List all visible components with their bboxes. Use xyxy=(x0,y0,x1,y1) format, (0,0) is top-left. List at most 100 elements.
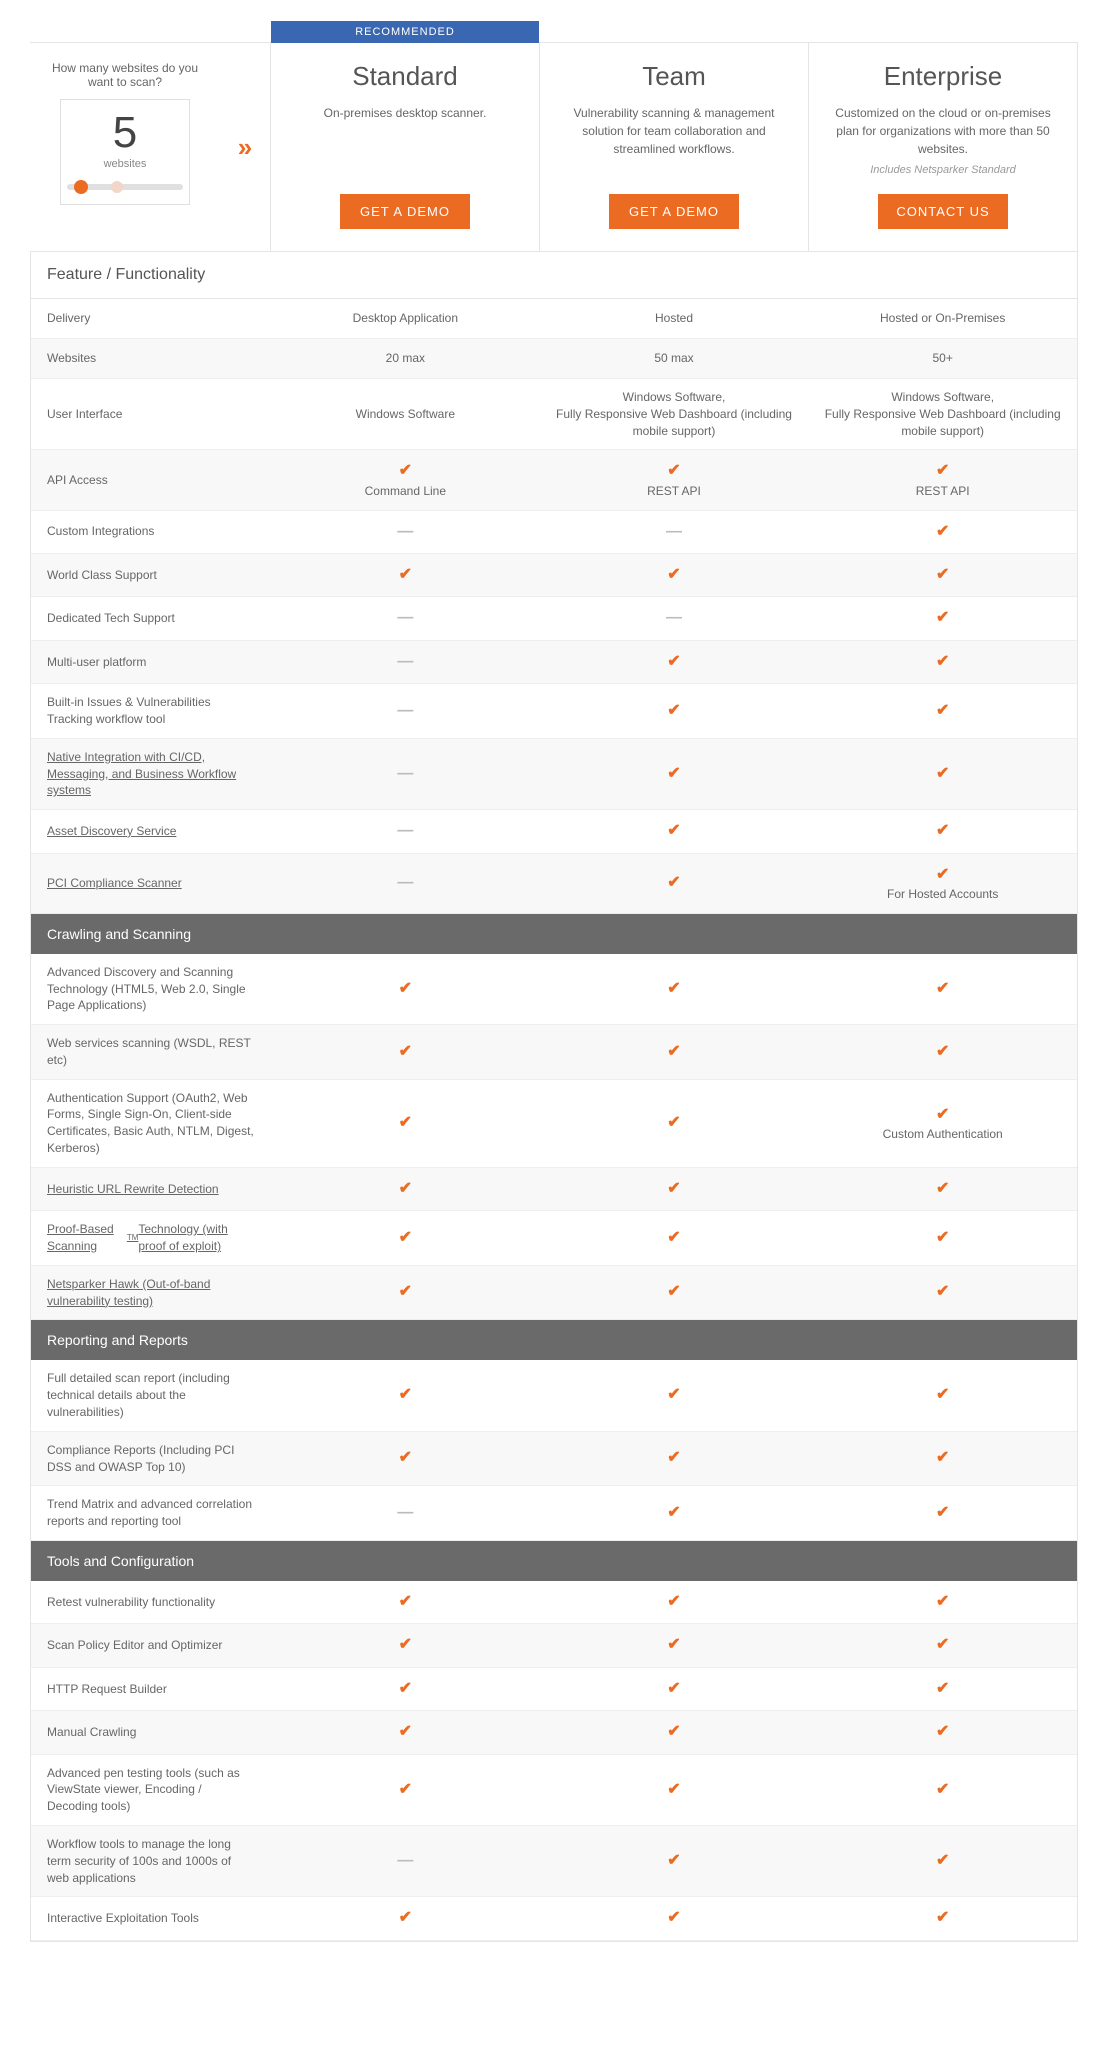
feature-cell: ✔ xyxy=(808,1897,1077,1939)
cell-text: 20 max xyxy=(386,350,425,367)
table-row: Web services scanning (WSDL, REST etc)✔✔… xyxy=(31,1025,1077,1080)
table-row: Full detailed scan report (including tec… xyxy=(31,1360,1077,1431)
feature-cell: ✔ xyxy=(808,1755,1077,1825)
check-icon: ✔ xyxy=(399,1384,412,1406)
plan-desc: On-premises desktop scanner. xyxy=(295,104,515,176)
cell-text: Custom Authentication xyxy=(883,1126,1003,1143)
check-icon: ✔ xyxy=(667,700,680,722)
feature-label[interactable]: Netsparker Hawk (Out-of-band vulnerabili… xyxy=(31,1266,271,1320)
cell-text: For Hosted Accounts xyxy=(887,886,998,903)
feature-cell: ✔ xyxy=(540,1624,809,1666)
check-icon: ✔ xyxy=(399,1178,412,1200)
feature-label[interactable]: PCI Compliance Scanner xyxy=(31,854,271,913)
feature-cell: ✔ xyxy=(271,1432,540,1486)
feature-cell: — xyxy=(540,511,809,553)
check-icon: ✔ xyxy=(936,1041,949,1063)
feature-cell: — xyxy=(271,810,540,852)
feature-label: World Class Support xyxy=(31,554,271,596)
check-icon: ✔ xyxy=(936,1178,949,1200)
feature-cell: ✔ xyxy=(271,1897,540,1939)
check-icon: ✔ xyxy=(667,1112,680,1134)
feature-cell: ✔ xyxy=(808,954,1077,1024)
feature-cell: ✔ xyxy=(540,1211,809,1265)
table-row: Advanced Discovery and Scanning Technolo… xyxy=(31,954,1077,1025)
feature-cell: ✔REST API xyxy=(540,450,809,509)
plan-col-enterprise: EnterpriseCustomized on the cloud or on-… xyxy=(808,43,1077,251)
feature-cell: ✔Command Line xyxy=(271,450,540,509)
feature-cell: Desktop Application xyxy=(271,299,540,338)
feature-cell: ✔ xyxy=(540,1826,809,1896)
check-icon: ✔ xyxy=(399,1041,412,1063)
check-icon: ✔ xyxy=(936,978,949,1000)
contact-us-button[interactable]: CONTACT US xyxy=(878,194,1008,229)
feature-cell: ✔ xyxy=(271,1080,540,1167)
feature-label[interactable]: Asset Discovery Service xyxy=(31,810,271,852)
check-icon: ✔ xyxy=(399,978,412,1000)
table-row: HTTP Request Builder✔✔✔ xyxy=(31,1668,1077,1711)
dash-icon: — xyxy=(397,607,413,629)
dash-icon: — xyxy=(397,521,413,543)
check-icon: ✔ xyxy=(667,1678,680,1700)
table-row: API Access✔Command Line✔REST API✔REST AP… xyxy=(31,450,1077,510)
table-row: DeliveryDesktop ApplicationHosted Hosted … xyxy=(31,299,1077,339)
check-icon: ✔ xyxy=(667,1850,680,1872)
check-icon: ✔ xyxy=(936,460,949,482)
feature-label: Delivery xyxy=(31,299,271,338)
feature-functionality-header: Feature / Functionality xyxy=(31,252,1077,299)
feature-cell: 50 max xyxy=(540,339,809,378)
feature-label: Compliance Reports (Including PCI DSS an… xyxy=(31,1432,271,1486)
cell-text: Windows Software xyxy=(356,406,455,423)
get-a-demo-button[interactable]: GET A DEMO xyxy=(609,194,739,229)
selector-unit: websites xyxy=(61,158,189,170)
check-icon: ✔ xyxy=(399,1907,412,1929)
feature-cell: Windows Software xyxy=(271,379,540,449)
check-icon: ✔ xyxy=(399,1721,412,1743)
feature-label[interactable]: Native Integration with CI/CD, Messaging… xyxy=(31,739,271,809)
cell-text: REST API xyxy=(647,483,701,500)
plan-name: Team xyxy=(564,61,784,92)
check-icon: ✔ xyxy=(399,1447,412,1469)
table-row: Multi-user platform—✔✔ xyxy=(31,641,1077,684)
feature-label: Workflow tools to manage the long term s… xyxy=(31,1826,271,1896)
feature-cell: ✔ xyxy=(808,1360,1077,1430)
cell-text: Command Line xyxy=(365,483,446,500)
feature-label[interactable]: Proof-Based ScanningTM Technology (with … xyxy=(31,1211,271,1265)
feature-cell: ✔ xyxy=(540,1486,809,1540)
plan-subtext: Includes Netsparker Standard xyxy=(833,164,1053,176)
feature-cell: ✔ xyxy=(808,641,1077,683)
feature-cell: ✔ xyxy=(540,739,809,809)
check-icon: ✔ xyxy=(936,864,949,886)
table-row: Custom Integrations——✔ xyxy=(31,511,1077,554)
check-icon: ✔ xyxy=(936,1502,949,1524)
get-a-demo-button[interactable]: GET A DEMO xyxy=(340,194,470,229)
feature-cell: ✔Custom Authentication xyxy=(808,1080,1077,1167)
dash-icon: — xyxy=(397,820,413,842)
plan-name: Standard xyxy=(295,61,515,92)
feature-cell: ✔ xyxy=(540,554,809,596)
feature-label[interactable]: Heuristic URL Rewrite Detection xyxy=(31,1168,271,1210)
table-row: Advanced pen testing tools (such as View… xyxy=(31,1755,1077,1826)
website-slider[interactable] xyxy=(67,184,183,190)
check-icon: ✔ xyxy=(667,1634,680,1656)
feature-cell: ✔ xyxy=(271,1755,540,1825)
feature-label: Dedicated Tech Support xyxy=(31,597,271,639)
section-header: Crawling and Scanning xyxy=(31,914,1077,954)
check-icon: ✔ xyxy=(667,1502,680,1524)
dash-icon: — xyxy=(397,1850,413,1872)
selector-question: How many websites do you want to scan? xyxy=(40,61,210,89)
section-header: Tools and Configuration xyxy=(31,1541,1077,1581)
feature-cell: ✔ xyxy=(808,1711,1077,1753)
feature-label: Trend Matrix and advanced correlation re… xyxy=(31,1486,271,1540)
feature-cell: — xyxy=(271,684,540,738)
feature-cell: ✔ xyxy=(271,1581,540,1623)
feature-cell: ✔ xyxy=(540,1025,809,1079)
table-row: Dedicated Tech Support——✔ xyxy=(31,597,1077,640)
recommended-banner: RECOMMENDED xyxy=(271,21,539,43)
feature-cell: ✔ xyxy=(540,954,809,1024)
feature-cell: Hosted xyxy=(540,299,809,338)
feature-label: Full detailed scan report (including tec… xyxy=(31,1360,271,1430)
cell-text: Hosted or On-Premises xyxy=(880,310,1005,327)
cell-text: Windows Software, Fully Responsive Web D… xyxy=(816,389,1069,439)
slider-knob-icon[interactable] xyxy=(74,180,88,194)
feature-cell: — xyxy=(271,854,540,913)
